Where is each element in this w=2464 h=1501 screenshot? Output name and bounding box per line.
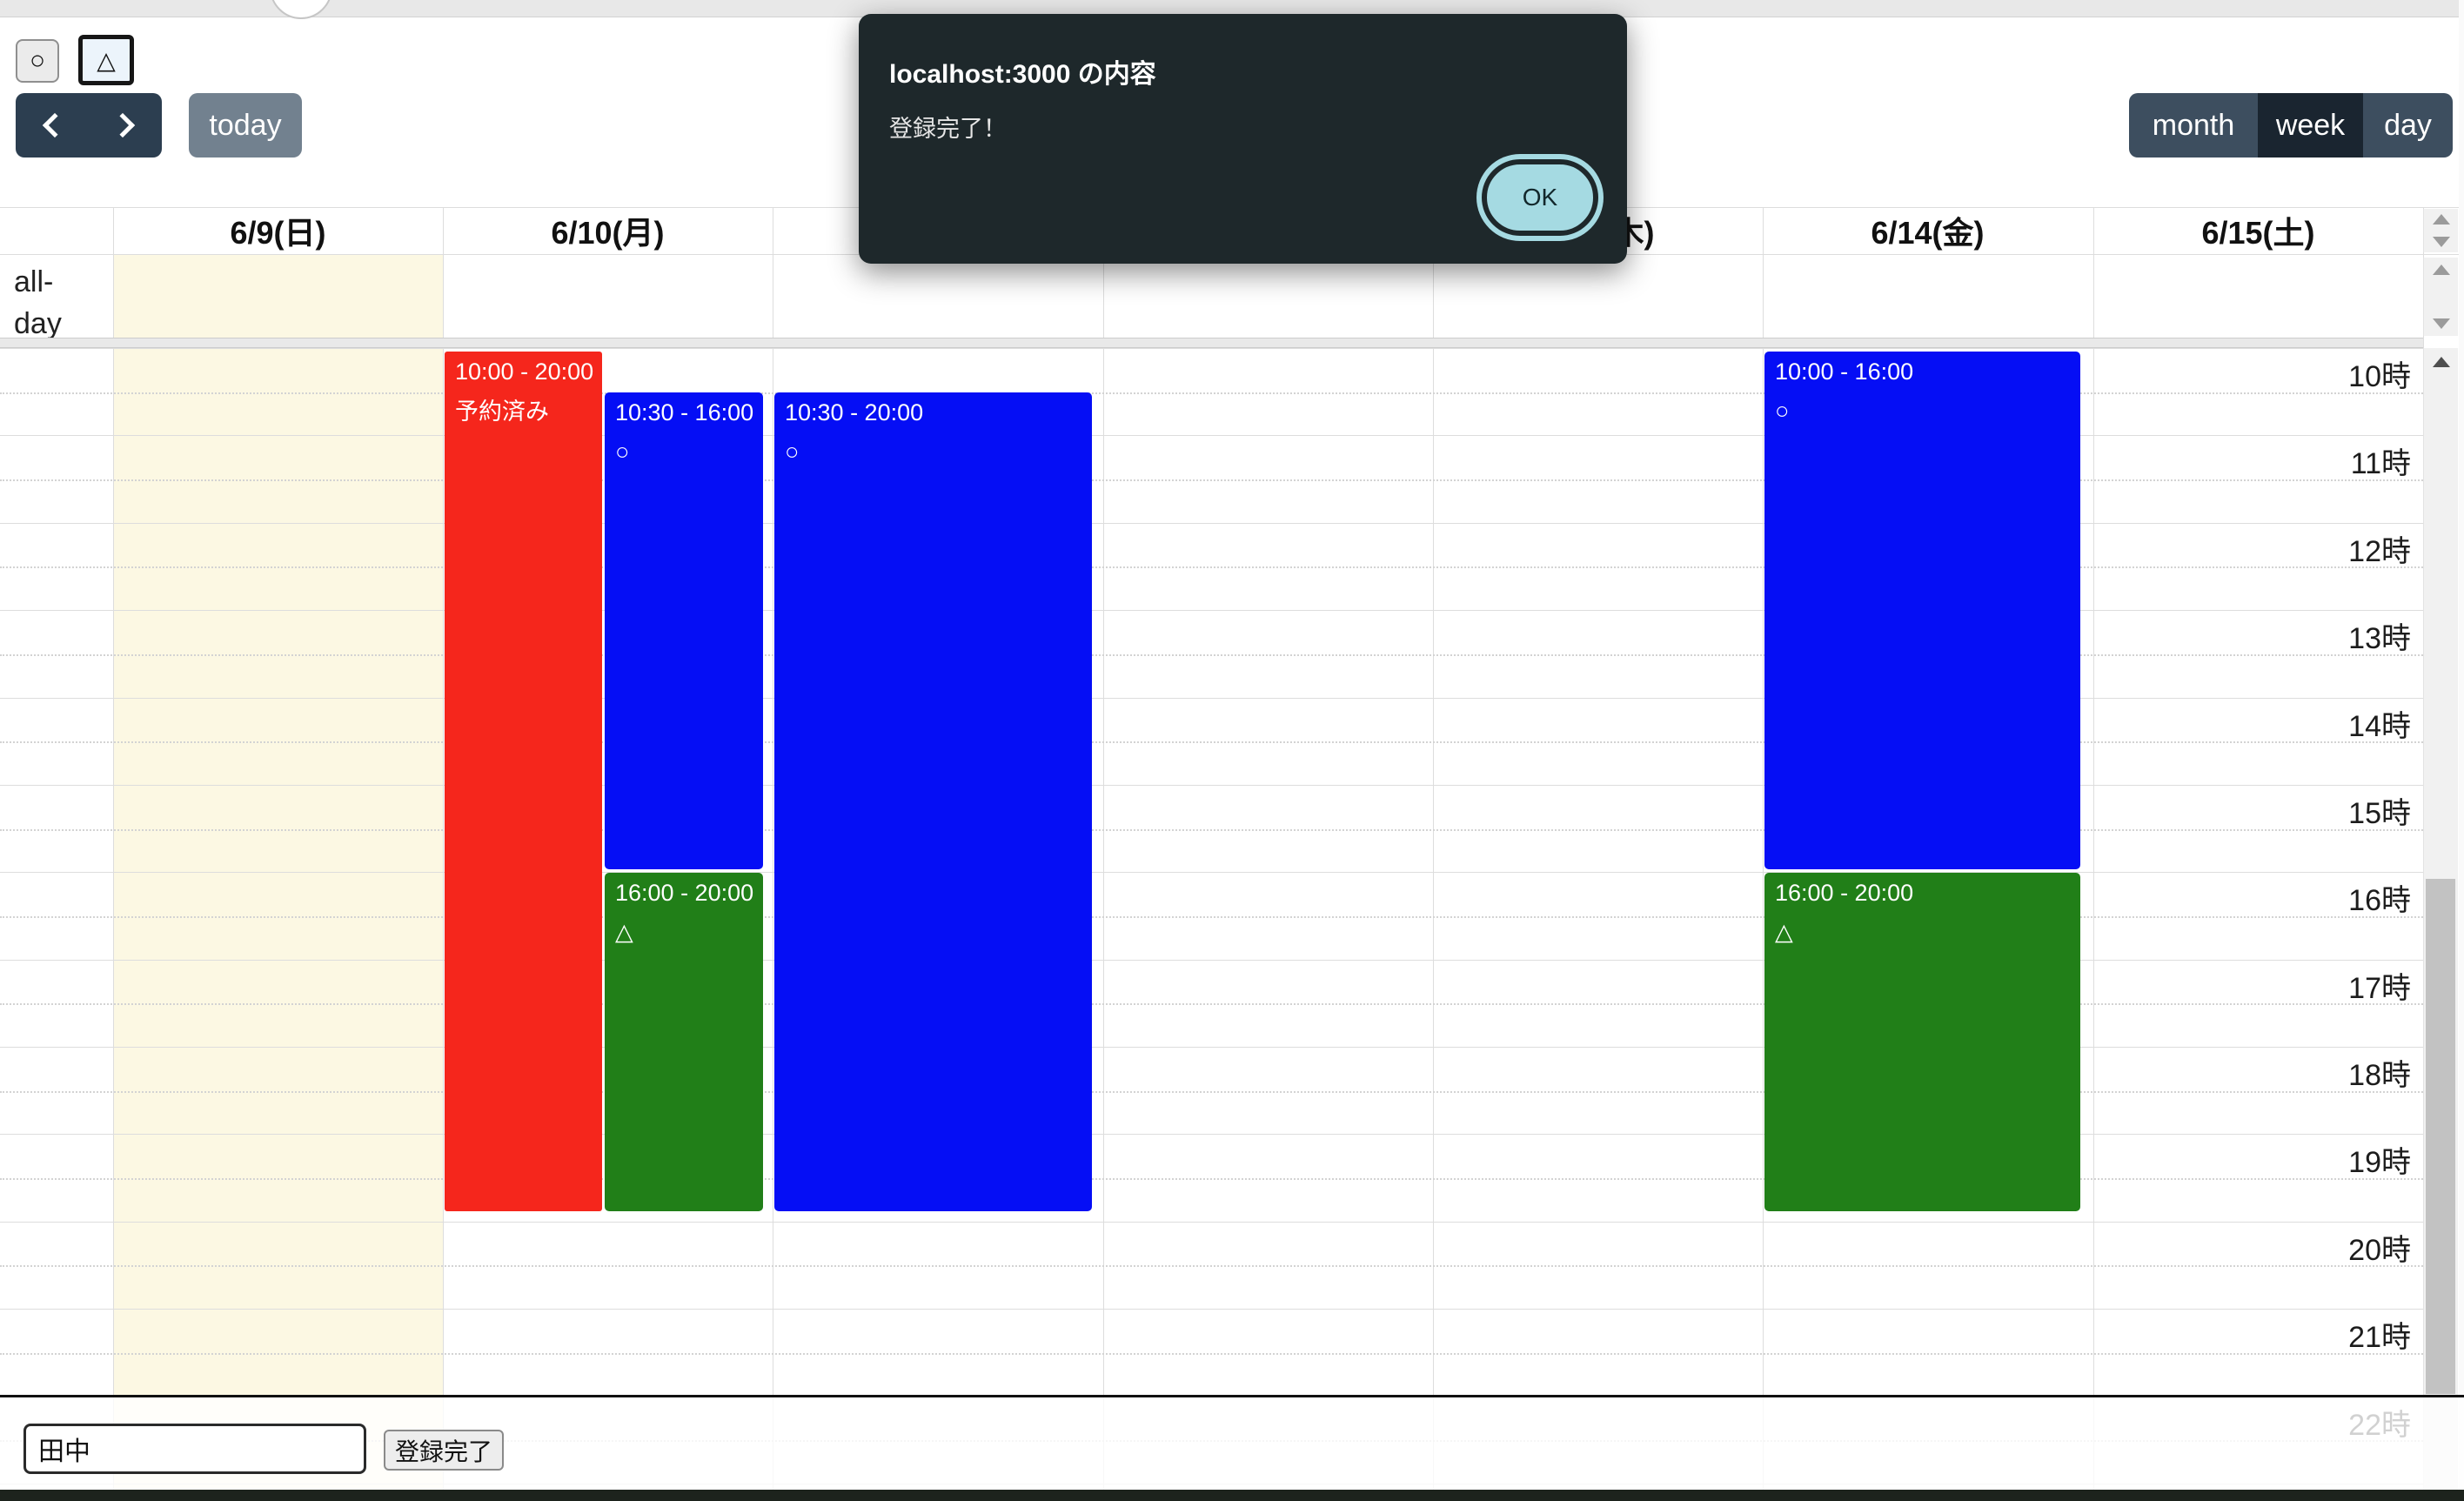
event-title: 予約済み xyxy=(455,399,549,425)
scroll-up-icon[interactable] xyxy=(2432,265,2450,275)
grid-line xyxy=(1433,207,1434,1490)
today-button[interactable]: today xyxy=(189,93,302,157)
dialog-title: localhost:3000 の内容 xyxy=(889,60,1156,89)
prev-button[interactable] xyxy=(16,93,89,157)
event-time: 16:00 - 20:00 xyxy=(615,880,754,906)
registration-form-bar: 登録完了 xyxy=(0,1395,2464,1490)
dialog-message: 登録完了！ xyxy=(889,116,1007,142)
header-scrollbar[interactable] xyxy=(2423,209,2458,252)
hour-row[interactable]: 17時 xyxy=(0,959,2423,1047)
hour-label: 12時 xyxy=(2348,534,2411,568)
hour-label: 19時 xyxy=(2348,1146,2411,1180)
event-circle-tue[interactable]: 10:30 - 20:00 ○ xyxy=(774,392,1092,1211)
week-view-button[interactable]: week xyxy=(2258,93,2363,157)
hour-row[interactable]: 11時 xyxy=(0,435,2423,522)
triangle-symbol-button[interactable]: △ xyxy=(78,35,134,85)
chevron-right-icon xyxy=(110,112,136,138)
hour-row[interactable]: 15時 xyxy=(0,784,2423,872)
event-triangle-fri[interactable]: 16:00 - 20:00 △ xyxy=(1764,873,2080,1211)
dialog-ok-button[interactable]: OK xyxy=(1482,159,1598,236)
hour-label: 16時 xyxy=(2348,884,2411,918)
event-time: 10:30 - 16:00 xyxy=(615,399,754,426)
grid-line xyxy=(2093,207,2094,1490)
scrollbar-thumb[interactable] xyxy=(2426,879,2455,1394)
event-title: △ xyxy=(615,919,633,945)
alert-dialog: localhost:3000 の内容 登録完了！ OK xyxy=(859,14,1627,264)
event-circle-mon[interactable]: 10:30 - 16:00 ○ xyxy=(605,392,763,869)
event-title: ○ xyxy=(1775,398,1790,424)
scroll-down-icon[interactable] xyxy=(2432,318,2450,329)
hour-label: 17時 xyxy=(2348,971,2411,1005)
hour-row[interactable]: 18時 xyxy=(0,1047,2423,1134)
event-time: 10:00 - 20:00 xyxy=(455,358,594,385)
hour-row[interactable]: 12時 xyxy=(0,522,2423,610)
hour-label: 10時 xyxy=(2348,360,2411,393)
hour-row[interactable]: 21時 xyxy=(0,1309,2423,1396)
hour-label: 11時 xyxy=(2350,447,2411,481)
browser-bubble-icon xyxy=(270,0,332,19)
event-circle-fri[interactable]: 10:00 - 16:00 ○ xyxy=(1764,352,2080,869)
month-view-button[interactable]: month xyxy=(2129,93,2258,157)
view-switcher: month week day xyxy=(2129,93,2453,157)
event-time: 10:00 - 16:00 xyxy=(1775,358,1914,385)
timegrid-scrollbar[interactable] xyxy=(2423,348,2458,1490)
hour-label: 13時 xyxy=(2348,622,2411,656)
day-header-mon: 6/10(月) xyxy=(551,215,665,251)
triangle-icon: △ xyxy=(97,46,116,74)
grid-line xyxy=(113,207,114,1490)
circle-icon: ○ xyxy=(29,46,46,75)
event-title: ○ xyxy=(785,439,800,465)
next-button[interactable] xyxy=(89,93,162,157)
hour-label: 14時 xyxy=(2348,709,2411,743)
window-scrollbar-gutter xyxy=(2459,0,2464,1501)
scroll-up-icon[interactable] xyxy=(2432,214,2450,224)
name-input[interactable] xyxy=(23,1424,366,1474)
day-header-fri: 6/14(金) xyxy=(1871,215,1985,251)
hour-label: 18時 xyxy=(2348,1059,2411,1092)
allday-scrollbar[interactable] xyxy=(2423,258,2458,336)
scroll-down-icon[interactable] xyxy=(2432,237,2450,247)
event-title: ○ xyxy=(615,439,630,465)
allday-divider xyxy=(0,338,2423,348)
register-complete-button[interactable]: 登録完了 xyxy=(384,1430,504,1471)
hour-row[interactable]: 14時 xyxy=(0,697,2423,785)
prev-next-button-group xyxy=(16,93,162,157)
circle-symbol-button[interactable]: ○ xyxy=(16,39,59,83)
bottom-edge-bar xyxy=(0,1490,2464,1501)
day-view-button[interactable]: day xyxy=(2363,93,2453,157)
event-reserved-mon[interactable]: 10:00 - 20:00 予約済み xyxy=(445,352,602,1211)
hour-row[interactable]: 20時 xyxy=(0,1221,2423,1309)
all-day-label: all-day xyxy=(14,265,62,340)
hour-row[interactable]: 13時 xyxy=(0,610,2423,697)
grid-line xyxy=(443,207,444,1490)
hour-label: 15時 xyxy=(2348,796,2411,830)
hour-label: 21時 xyxy=(2348,1321,2411,1355)
chevron-left-icon xyxy=(42,112,68,138)
grid-line xyxy=(1763,207,1764,1490)
grid-line xyxy=(1103,207,1104,1490)
hour-row[interactable]: 19時 xyxy=(0,1134,2423,1221)
hour-row[interactable]: 10時 xyxy=(0,348,2423,435)
event-time: 10:30 - 20:00 xyxy=(785,399,924,426)
day-header-sat: 6/15(土) xyxy=(2201,215,2315,251)
today-column-highlight xyxy=(114,254,443,1490)
event-triangle-mon[interactable]: 16:00 - 20:00 △ xyxy=(605,873,763,1211)
hour-row[interactable]: 16時 xyxy=(0,872,2423,959)
event-title: △ xyxy=(1775,919,1793,945)
day-header-sun: 6/9(日) xyxy=(230,215,326,251)
hour-label: 20時 xyxy=(2348,1233,2411,1267)
event-time: 16:00 - 20:00 xyxy=(1775,880,1914,906)
scroll-up-icon[interactable] xyxy=(2432,357,2450,367)
